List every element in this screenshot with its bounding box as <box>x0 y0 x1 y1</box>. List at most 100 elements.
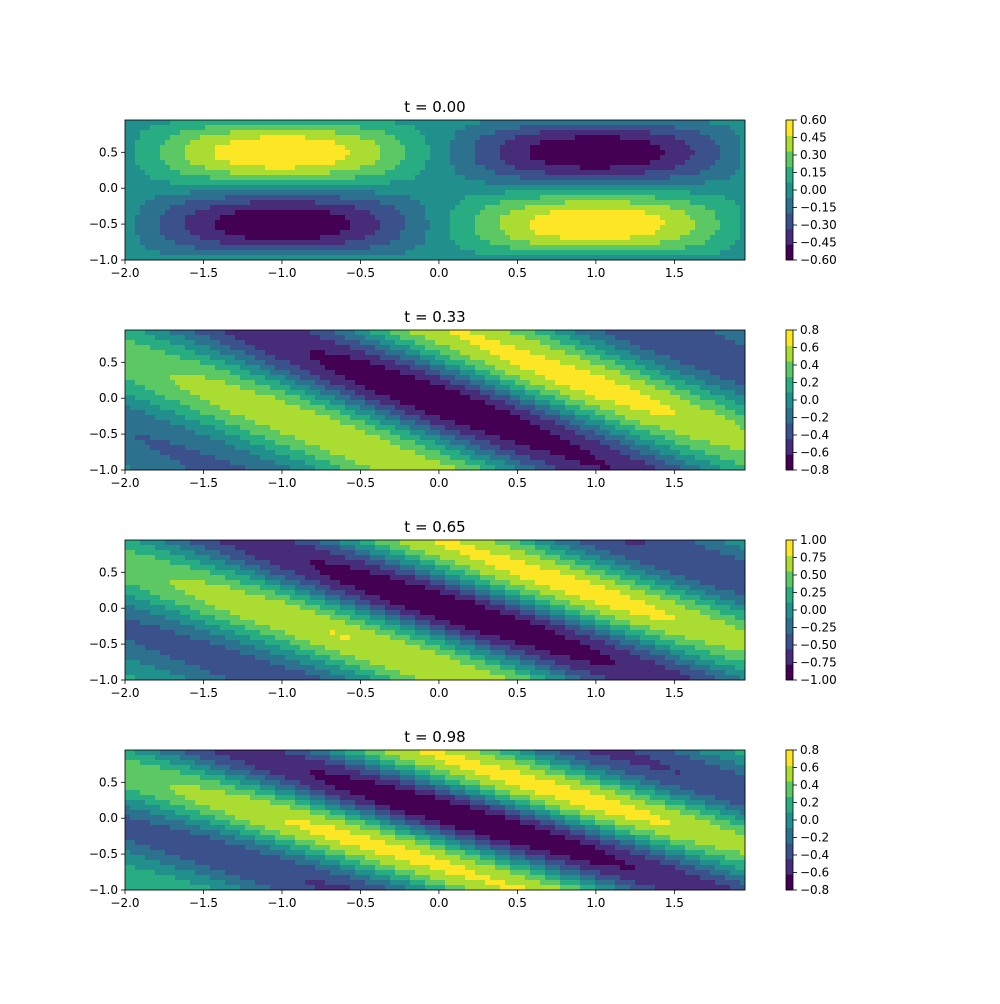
contour-cell <box>235 425 240 430</box>
contour-cell <box>295 365 300 370</box>
contour-cell <box>265 405 270 410</box>
contour-cell <box>195 160 200 165</box>
contour-cell <box>265 380 270 385</box>
contour-cell <box>295 120 300 125</box>
contour-cell <box>285 125 290 130</box>
contour-cell <box>290 330 295 335</box>
contour-cell <box>340 360 345 365</box>
contour-cell <box>155 140 160 145</box>
contour-cell <box>160 180 165 185</box>
contour-cell <box>285 405 290 410</box>
contour-cell <box>370 155 375 160</box>
contour-cell <box>665 250 670 255</box>
contour-cell <box>295 130 300 135</box>
contour-cell <box>340 135 345 140</box>
contour-cell <box>395 190 400 195</box>
contour-cell <box>310 385 315 390</box>
contour-cell <box>380 165 385 170</box>
contour-cell <box>510 210 515 215</box>
contour-cell <box>245 415 250 420</box>
contour-cell <box>380 120 385 125</box>
contour-cell <box>555 210 560 215</box>
contour-cell <box>330 375 335 380</box>
contour-cell <box>315 445 320 450</box>
contour-cell <box>245 375 250 380</box>
contour-cell <box>645 175 650 180</box>
contour-cell <box>425 225 430 230</box>
contour-cell <box>560 175 565 180</box>
contour-cell <box>700 145 705 150</box>
contour-cell <box>190 200 195 205</box>
contour-cell <box>205 335 210 340</box>
contour-cell <box>390 240 395 245</box>
contour-cell <box>345 355 350 360</box>
contour-cell <box>405 235 410 240</box>
contour-cell <box>365 200 370 205</box>
contour-cell <box>310 205 315 210</box>
contour-cell <box>165 210 170 215</box>
contour-cell <box>395 250 400 255</box>
contour-cell <box>290 375 295 380</box>
contour-cell <box>635 170 640 175</box>
contour-cell <box>130 135 135 140</box>
contour-cell <box>500 235 505 240</box>
contour-cell <box>345 215 350 220</box>
contour-cell <box>380 180 385 185</box>
contour-cell <box>155 180 160 185</box>
contour-cell <box>320 430 325 435</box>
contour-cell <box>220 345 225 350</box>
contour-cell <box>545 140 550 145</box>
contour-cell <box>220 330 225 335</box>
contour-cell <box>345 440 350 445</box>
contour-cell <box>210 195 215 200</box>
contour-cell <box>575 235 580 240</box>
contour-cell <box>130 220 135 225</box>
contour-cell <box>130 165 135 170</box>
contour-cell <box>620 195 625 200</box>
contour-cell <box>245 195 250 200</box>
contour-cell <box>205 395 210 400</box>
contour-cell <box>165 245 170 250</box>
contour-cell <box>165 330 170 335</box>
contour-cell <box>715 230 720 235</box>
contour-cell <box>395 160 400 165</box>
contour-cell <box>740 220 745 225</box>
contour-cell <box>200 250 205 255</box>
contour-cell <box>280 205 285 210</box>
contour-cell <box>725 140 730 145</box>
contour-cell <box>290 430 295 435</box>
contour-cell <box>580 215 585 220</box>
contour-cell <box>315 200 320 205</box>
contour-cell <box>320 435 325 440</box>
contour-cell <box>670 180 675 185</box>
contour-cell <box>250 380 255 385</box>
contour-cell <box>615 165 620 170</box>
contour-cell <box>235 155 240 160</box>
contour-cell <box>230 220 235 225</box>
contour-cell <box>400 205 405 210</box>
contour-cell <box>185 340 190 345</box>
contour-cell <box>350 135 355 140</box>
contour-cell <box>655 175 660 180</box>
contour-cell <box>150 165 155 170</box>
contour-cell <box>360 435 365 440</box>
contour-cell <box>315 250 320 255</box>
contour-cell <box>740 185 745 190</box>
contour-cell <box>630 215 635 220</box>
contour-cell <box>185 425 190 430</box>
contour-cell <box>685 190 690 195</box>
contour-cell <box>310 455 315 460</box>
contour-cell <box>530 235 535 240</box>
contour-cell <box>495 245 500 250</box>
contour-cell <box>140 465 145 470</box>
contour-cell <box>135 185 140 190</box>
contour-cell <box>325 335 330 340</box>
contour-cell <box>340 190 345 195</box>
contour-cell <box>230 160 235 165</box>
contour-cell <box>345 120 350 125</box>
contour-cell <box>350 385 355 390</box>
contour-cell <box>490 125 495 130</box>
contour-cell <box>315 430 320 435</box>
contour-cell <box>615 175 620 180</box>
contour-cell <box>345 455 350 460</box>
